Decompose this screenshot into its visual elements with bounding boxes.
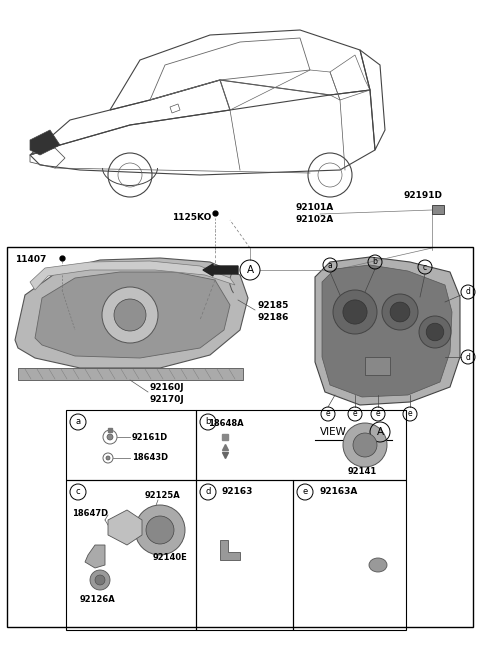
Text: d: d	[466, 352, 470, 361]
Circle shape	[102, 287, 158, 343]
Text: 92141: 92141	[348, 468, 377, 476]
Circle shape	[135, 505, 185, 555]
Bar	[196, 480, 293, 630]
Bar	[66, 480, 196, 630]
Polygon shape	[35, 272, 230, 358]
Circle shape	[95, 575, 105, 585]
Text: 92161D: 92161D	[132, 432, 168, 441]
Text: b: b	[205, 417, 211, 426]
Bar	[18, 368, 243, 380]
Bar	[66, 410, 196, 480]
Text: 1125KO: 1125KO	[172, 213, 211, 222]
Text: d: d	[466, 287, 470, 297]
Text: e: e	[376, 409, 380, 419]
Polygon shape	[85, 545, 105, 568]
Polygon shape	[30, 130, 60, 155]
Polygon shape	[108, 510, 142, 545]
Polygon shape	[30, 261, 235, 290]
Circle shape	[107, 434, 113, 440]
FancyArrow shape	[203, 264, 238, 276]
Polygon shape	[15, 258, 248, 368]
Bar	[293, 480, 406, 630]
Text: 92170J: 92170J	[150, 396, 185, 405]
Text: 18643D: 18643D	[132, 453, 168, 462]
Text: A: A	[376, 427, 384, 437]
Text: e: e	[326, 409, 330, 419]
Circle shape	[90, 570, 110, 590]
Text: 92102A: 92102A	[295, 216, 333, 224]
Text: a: a	[328, 260, 332, 270]
Text: a: a	[75, 417, 81, 426]
Ellipse shape	[369, 558, 387, 572]
Text: e: e	[353, 409, 357, 419]
Circle shape	[382, 294, 418, 330]
Text: 18647D: 18647D	[72, 508, 108, 518]
Text: 92163: 92163	[222, 487, 253, 497]
Text: 92160J: 92160J	[150, 384, 185, 392]
Circle shape	[353, 433, 377, 457]
Text: 92101A: 92101A	[295, 203, 333, 213]
Circle shape	[343, 300, 367, 324]
Polygon shape	[315, 257, 460, 405]
Text: 92186: 92186	[257, 312, 288, 321]
Text: e: e	[302, 487, 308, 497]
Text: VIEW: VIEW	[320, 427, 347, 437]
Text: 92140E: 92140E	[153, 554, 188, 562]
Circle shape	[333, 290, 377, 334]
Text: 92191D: 92191D	[403, 190, 442, 199]
Bar	[196, 410, 406, 480]
Text: d: d	[205, 487, 211, 497]
Bar	[432, 205, 444, 214]
Text: b: b	[372, 258, 377, 266]
Text: 92185: 92185	[257, 300, 288, 310]
Circle shape	[390, 302, 410, 322]
Text: A: A	[246, 265, 253, 275]
Text: 92163A: 92163A	[319, 487, 358, 497]
Text: c: c	[76, 487, 80, 497]
Polygon shape	[322, 265, 452, 397]
Text: 92126A: 92126A	[80, 596, 116, 604]
Circle shape	[114, 299, 146, 331]
Text: e: e	[408, 409, 412, 419]
Circle shape	[146, 516, 174, 544]
Circle shape	[106, 456, 110, 460]
Text: 92125A: 92125A	[145, 491, 181, 501]
Text: 18648A: 18648A	[208, 419, 244, 428]
Circle shape	[419, 316, 451, 348]
Text: 11407: 11407	[15, 255, 47, 264]
Bar	[365, 357, 390, 375]
Circle shape	[426, 323, 444, 341]
Text: c: c	[423, 262, 427, 272]
Circle shape	[343, 423, 387, 467]
Polygon shape	[220, 540, 240, 560]
Bar	[7, 247, 473, 627]
